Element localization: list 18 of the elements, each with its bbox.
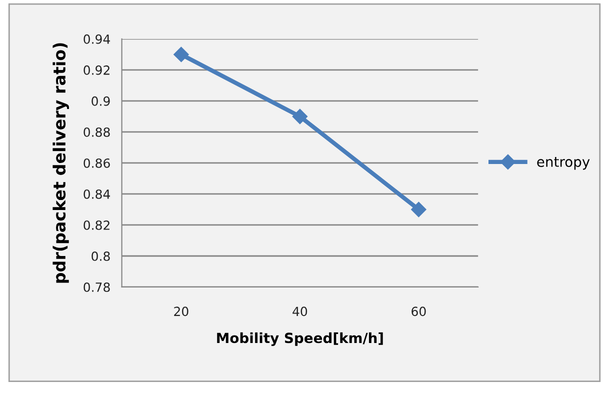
y-tick-label: 0.88	[84, 127, 110, 137]
y-tick-label: 0.84	[84, 189, 110, 199]
x-axis-title: Mobility Speed[km/h]	[217, 332, 383, 346]
x-tick-label: 60	[412, 306, 426, 316]
y-axis-title: pdr(packet delivery ratio)	[52, 43, 69, 283]
y-tick-label: 0.8	[92, 251, 110, 261]
point	[411, 202, 426, 218]
y-tick-label: 0.86	[84, 158, 110, 168]
y-tick-label: 0.78	[84, 282, 110, 292]
y-tick-label: 0.92	[84, 65, 110, 75]
x-tick-label: 40	[292, 306, 308, 316]
point	[174, 46, 189, 62]
y-tick-label: 0.9	[92, 96, 110, 106]
y-tick-label: 0.82	[84, 220, 110, 230]
legend-label: entropy	[537, 157, 590, 170]
point	[292, 108, 308, 124]
x-tick-label: 20	[174, 306, 188, 316]
y-tick-label: 0.94	[84, 34, 110, 44]
